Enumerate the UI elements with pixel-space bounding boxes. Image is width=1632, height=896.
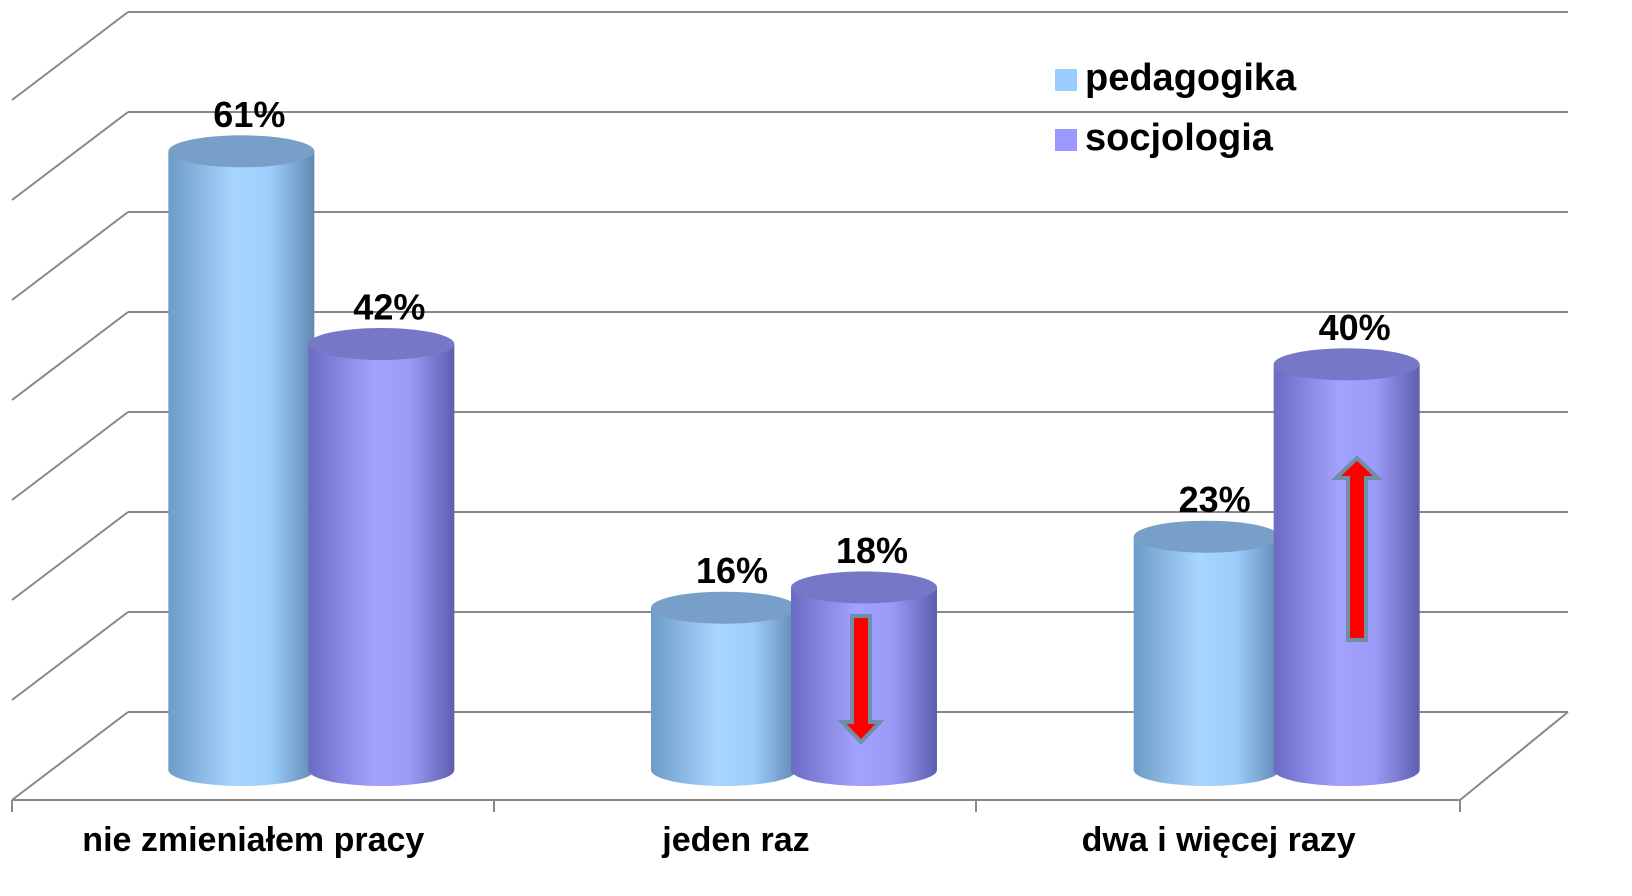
bar-top <box>168 135 315 168</box>
legend-swatch <box>1055 129 1077 151</box>
grid-line-side <box>11 511 129 601</box>
bar-top <box>1133 520 1280 553</box>
bar-top <box>791 571 937 604</box>
legend-label: pedagogika <box>1085 57 1297 99</box>
grid-line-side <box>11 311 129 401</box>
data-label: 18% <box>836 530 908 571</box>
bar-top <box>308 328 455 360</box>
bar-top <box>651 591 797 624</box>
grid-line-side <box>11 11 129 101</box>
bar-top <box>1273 348 1420 381</box>
arrow-down <box>837 614 885 745</box>
grid-line-side <box>11 111 129 201</box>
x-tick-label: nie zmieniałem pracy <box>82 821 424 859</box>
arrow-up <box>1331 455 1383 642</box>
x-tick-label: dwa i więcej razy <box>1082 821 1356 859</box>
grid-line-side <box>11 711 129 801</box>
x-tick-label: jeden raz <box>661 821 809 859</box>
data-label: 23% <box>1179 479 1251 520</box>
data-label: 40% <box>1319 307 1391 348</box>
data-label: 42% <box>353 287 425 328</box>
data-label: 16% <box>696 550 768 591</box>
bar <box>168 151 315 771</box>
legend-label: socjologia <box>1085 117 1274 159</box>
arrows <box>837 455 1383 745</box>
legend-swatch <box>1055 69 1077 91</box>
bar <box>651 607 797 770</box>
grid-line-side <box>11 411 129 501</box>
grid-line-side <box>11 611 129 701</box>
grid-line-side <box>11 211 129 301</box>
bar <box>1133 536 1280 770</box>
bar <box>308 344 455 770</box>
floor-side <box>1459 711 1569 801</box>
data-label: 61% <box>213 94 285 135</box>
